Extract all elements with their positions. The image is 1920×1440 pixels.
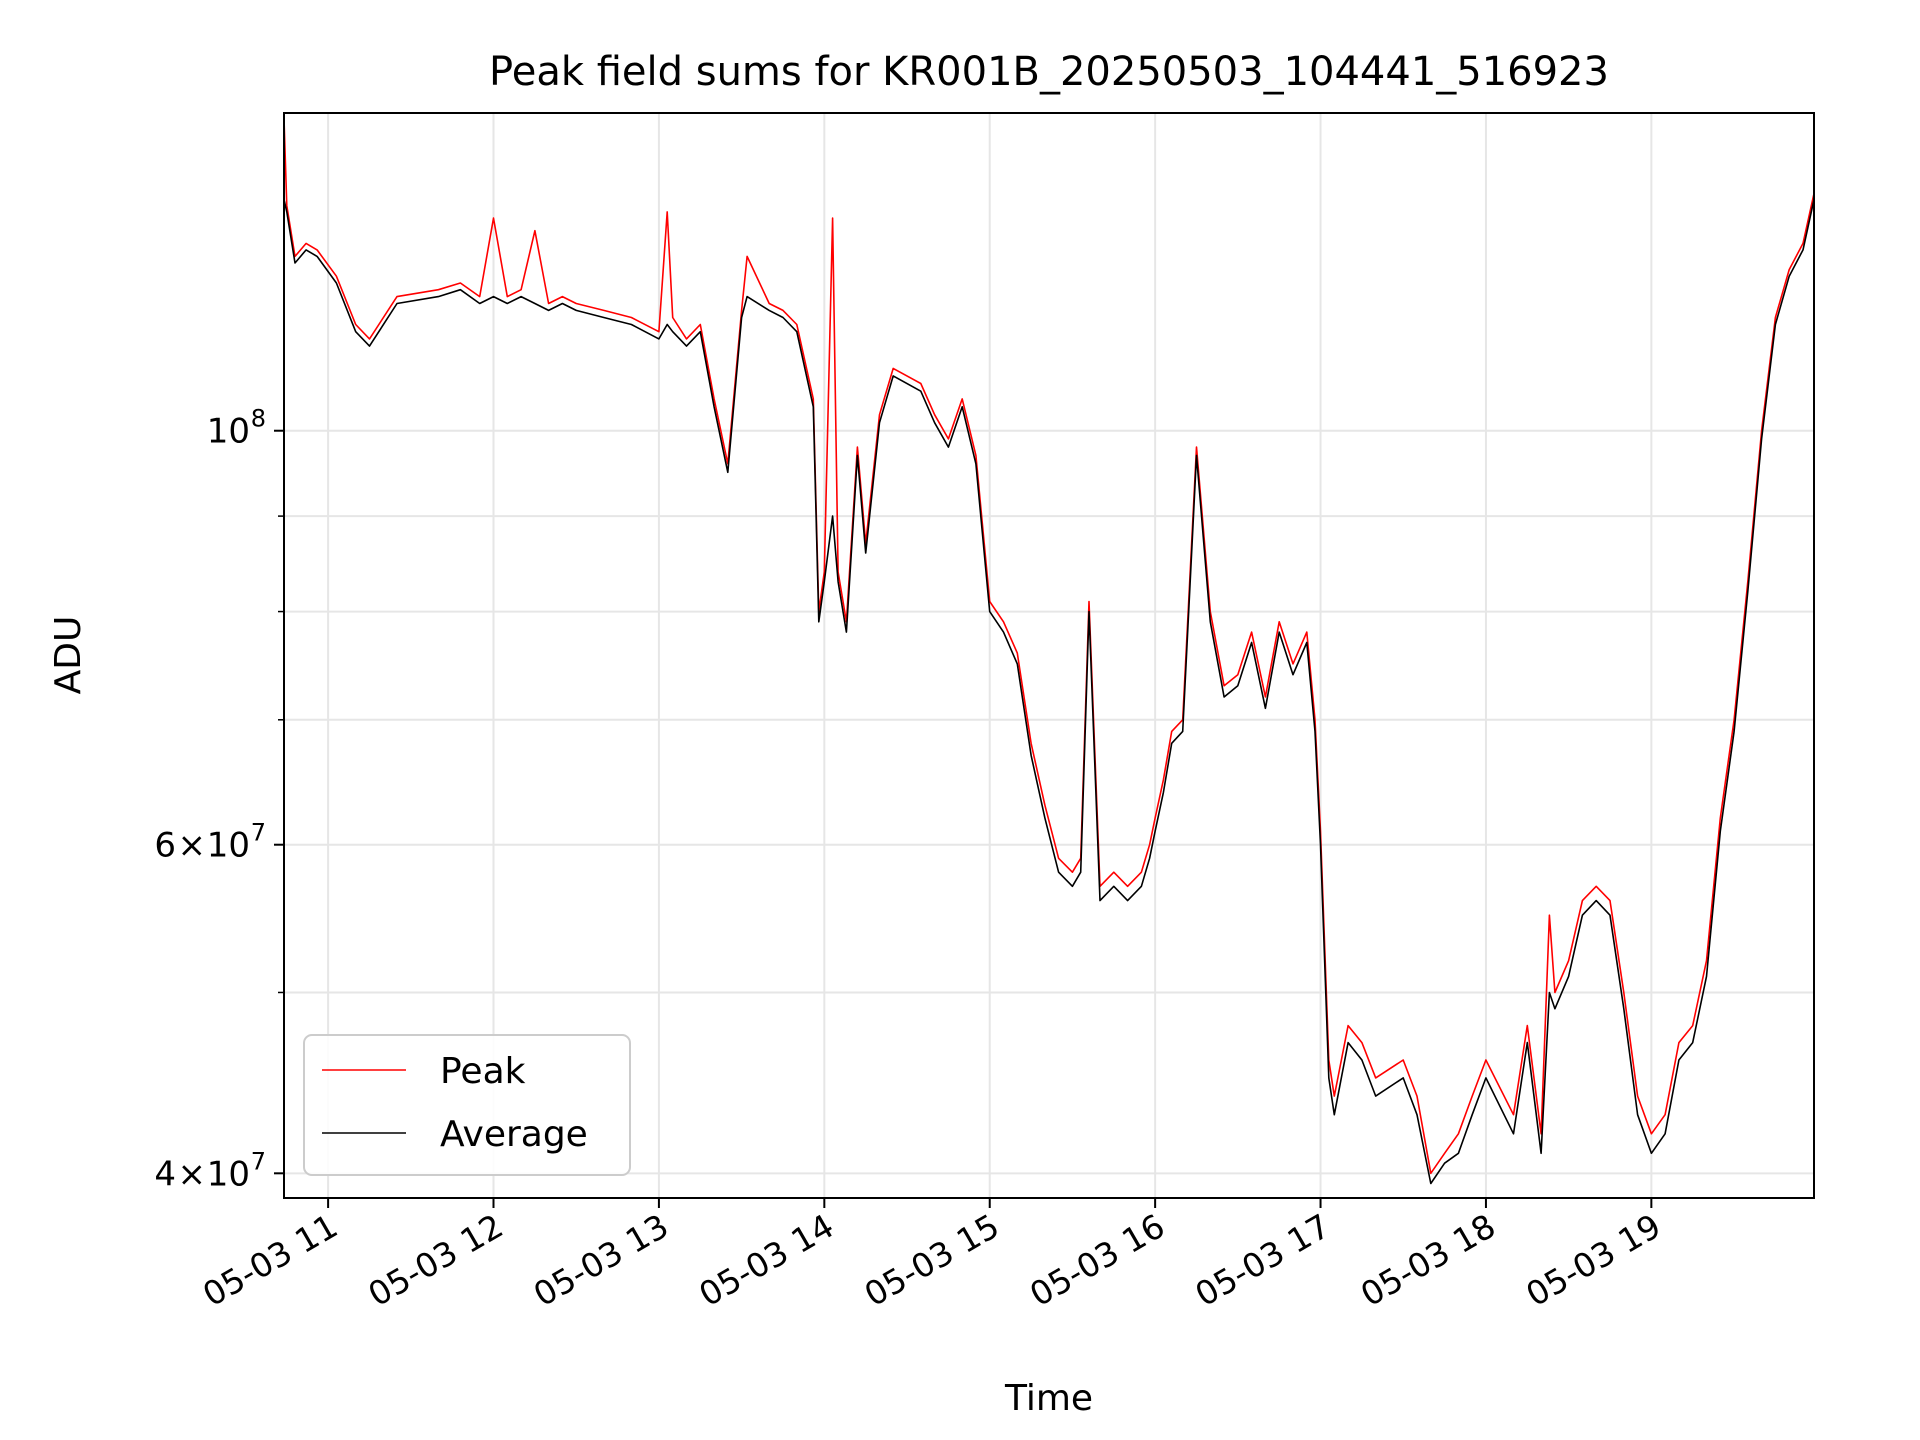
grid bbox=[284, 113, 1814, 1198]
legend-average-label: Average bbox=[440, 1114, 588, 1155]
y-tick-label: 810 bbox=[207, 405, 266, 452]
y-axis-label: ADU bbox=[48, 616, 89, 695]
legend-peak-label: Peak bbox=[440, 1051, 526, 1092]
x-tick-label: 05-03 14 bbox=[692, 1206, 840, 1314]
y-tick-multiplier: × bbox=[178, 826, 207, 866]
y-tick-base: 10 bbox=[207, 1154, 250, 1194]
x-tick-label: 05-03 13 bbox=[527, 1206, 675, 1314]
y-tick-mantissa: 4 bbox=[154, 1154, 176, 1194]
x-tick-label: 05-03 15 bbox=[858, 1206, 1006, 1314]
x-tick-label: 05-03 17 bbox=[1189, 1206, 1337, 1314]
y-tick-base: 10 bbox=[207, 412, 250, 452]
plot-frame bbox=[283, 112, 1815, 1199]
x-tick-label: 05-03 18 bbox=[1354, 1206, 1502, 1314]
y-tick-base: 10 bbox=[207, 826, 250, 866]
y-tick-multiplier: × bbox=[178, 1154, 207, 1194]
y-tick-label: 710×4 bbox=[154, 1147, 266, 1194]
chart-title: Peak field sums for KR001B_20250503_1044… bbox=[489, 49, 1609, 95]
y-tick-mantissa: 6 bbox=[154, 826, 176, 866]
series-line-average bbox=[283, 199, 1815, 1185]
x-tick-label: 05-03 11 bbox=[196, 1206, 344, 1314]
x-axis-ticks: 05-03 11 05-03 12 05-03 13 05-03 14 05-03 15… bbox=[196, 1198, 1667, 1314]
y-tick-exponent: 8 bbox=[251, 405, 266, 433]
x-tick-label: 05-03 19 bbox=[1519, 1206, 1667, 1314]
legend: Peak Average bbox=[303, 1034, 631, 1176]
y-tick-label: 710×6 bbox=[154, 819, 266, 866]
y-tick-exponent: 7 bbox=[251, 819, 266, 847]
series-line-peak bbox=[283, 118, 1815, 1175]
x-tick-label: 05-03 12 bbox=[362, 1206, 510, 1314]
x-axis-label: Time bbox=[1004, 1378, 1093, 1419]
y-tick-exponent: 7 bbox=[251, 1147, 266, 1175]
x-tick-label: 05-03 16 bbox=[1023, 1206, 1171, 1314]
series-lines bbox=[283, 118, 1815, 1185]
